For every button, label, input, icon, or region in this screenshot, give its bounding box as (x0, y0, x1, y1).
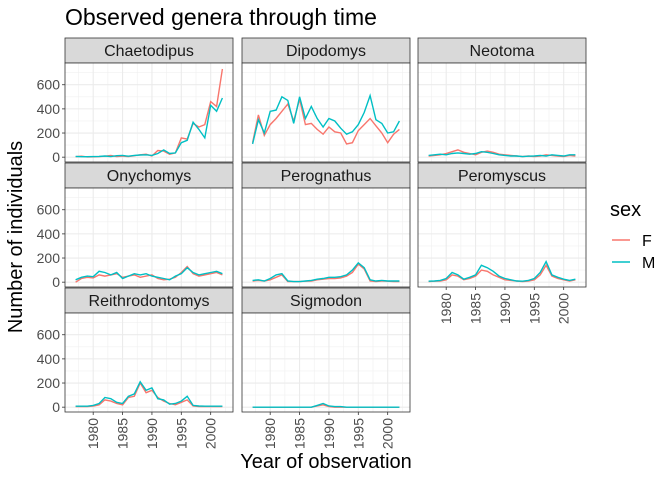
x-tick-label: 1990 (144, 418, 160, 449)
panel-strip-label: Sigmodon (290, 293, 362, 310)
panel-strip-label: Neotoma (470, 43, 535, 60)
y-tick-label: 200 (37, 125, 61, 141)
legend: sex FM (610, 199, 655, 272)
x-tick-label: 1985 (468, 293, 484, 324)
panel-border (417, 187, 587, 288)
panel-strip-label: Perognathus (281, 168, 372, 185)
x-tick-label: 1990 (497, 293, 513, 324)
x-tick-label: 1990 (321, 418, 337, 449)
panel-strip (241, 287, 411, 314)
y-tick-label: 600 (37, 202, 61, 218)
series-line-f (251, 99, 400, 145)
legend-label: M (642, 255, 655, 272)
y-tick-label: 400 (37, 226, 61, 242)
panel-border (241, 187, 411, 288)
panel-background (418, 188, 586, 287)
panel-background (242, 313, 410, 412)
chart-title: Observed genera through time (65, 4, 377, 30)
panel-strip (417, 37, 587, 64)
x-tick-label: 1995 (173, 418, 189, 449)
panel-strip (64, 37, 234, 64)
series-line-m (428, 260, 576, 282)
panel-border (241, 62, 411, 163)
panel-background (242, 63, 410, 162)
y-tick-label: 600 (37, 327, 61, 343)
x-tick-label: 2000 (203, 418, 219, 449)
panel-strip (64, 162, 234, 189)
y-tick-label: 0 (52, 274, 60, 290)
panel-strip-label: Peromyscus (458, 168, 546, 185)
y-tick-label: 0 (52, 149, 60, 165)
x-tick-label: 2000 (556, 293, 572, 324)
panel-reithrodontomys: Reithrodontomys 0 200 400 600 1980 1985 1990 199… (37, 287, 234, 449)
panel-background (242, 188, 410, 287)
y-tick-label: 200 (37, 375, 61, 391)
panel-perognathus: Perognathus (241, 162, 411, 288)
x-tick-label: 1985 (292, 418, 308, 449)
series-line-m (252, 261, 400, 283)
panel-grid: Chaetodipus 0 200 400 600 Dipodomys Neotoma Ony… (37, 37, 587, 449)
y-axis-title: Number of individuals (5, 141, 27, 333)
panel-border (64, 62, 234, 163)
x-tick-label: 1995 (350, 418, 366, 449)
series-line-m (75, 380, 223, 407)
x-tick-label: 2000 (380, 418, 396, 449)
x-tick-label: 1985 (115, 418, 131, 449)
panel-strip-label: Onychomys (107, 168, 191, 185)
x-tick-label: 1980 (438, 293, 454, 324)
legend-title: sex (610, 199, 641, 221)
panel-background (65, 188, 233, 287)
panel-sigmodon: Sigmodon 1980 1985 1990 1995 2000 (241, 287, 411, 449)
panel-chaetodipus: Chaetodipus 0 200 400 600 (37, 37, 234, 165)
panel-border (417, 62, 587, 163)
y-tick-label: 0 (52, 399, 60, 415)
series-line-m (251, 93, 401, 145)
panel-border (64, 312, 234, 413)
y-tick-label: 400 (37, 101, 61, 117)
panel-onychomys: Onychomys 0 200 400 600 (37, 162, 234, 290)
series-line-m (252, 402, 400, 408)
panel-border (241, 312, 411, 413)
legend-label: F (642, 233, 652, 250)
panel-dipodomys: Dipodomys (241, 37, 411, 163)
panel-background (418, 63, 586, 162)
x-tick-label: 1995 (526, 293, 542, 324)
x-tick-label: 1980 (85, 418, 101, 449)
panel-border (64, 187, 234, 288)
series-line-m (428, 150, 576, 158)
x-tick-label: 1980 (262, 418, 278, 449)
panel-strip-label: Chaetodipus (104, 43, 194, 60)
panel-strip-label: Reithrodontomys (89, 293, 210, 310)
panel-strip (241, 162, 411, 189)
y-tick-label: 200 (37, 250, 61, 266)
y-tick-label: 600 (37, 77, 61, 93)
panel-strip-label: Dipodomys (286, 43, 366, 60)
x-axis-title: Year of observation (240, 451, 412, 473)
series-line-m (75, 97, 224, 158)
y-tick-label: 400 (37, 351, 61, 367)
panel-background (65, 313, 233, 412)
panel-neotoma: Neotoma (417, 37, 587, 163)
panel-peromyscus: Peromyscus 1980 1985 1990 1995 2000 (417, 162, 587, 324)
series-line-m (75, 266, 223, 281)
